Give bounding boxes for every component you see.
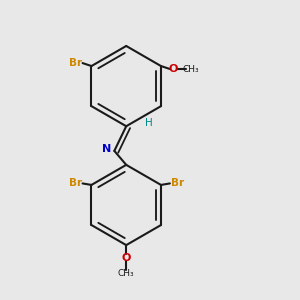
Text: N: N xyxy=(102,144,112,154)
Text: Br: Br xyxy=(69,58,82,68)
Text: H: H xyxy=(145,118,152,128)
Text: CH₃: CH₃ xyxy=(183,64,200,74)
Text: Br: Br xyxy=(171,178,184,188)
Text: O: O xyxy=(169,64,178,74)
Text: Br: Br xyxy=(69,178,82,188)
Text: CH₃: CH₃ xyxy=(118,269,134,278)
Text: O: O xyxy=(122,254,131,263)
